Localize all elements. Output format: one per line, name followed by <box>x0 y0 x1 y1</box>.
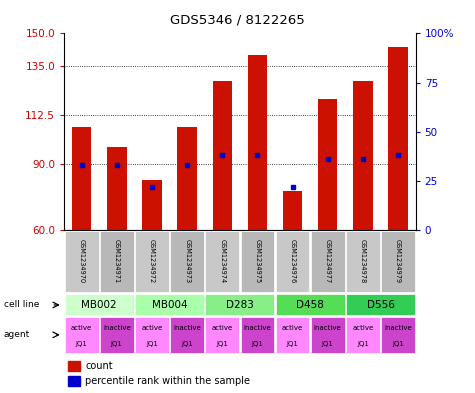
Text: JQ1: JQ1 <box>181 342 193 347</box>
Bar <box>353 81 372 230</box>
Bar <box>346 294 415 316</box>
Bar <box>276 231 310 292</box>
Text: GSM1234979: GSM1234979 <box>395 239 401 283</box>
Text: GDS5346 / 8122265: GDS5346 / 8122265 <box>170 14 305 27</box>
Bar <box>346 317 380 353</box>
Text: active: active <box>212 325 233 331</box>
Text: active: active <box>142 325 162 331</box>
Text: active: active <box>71 325 92 331</box>
Bar <box>276 317 310 353</box>
Text: JQ1: JQ1 <box>357 342 369 347</box>
Text: active: active <box>282 325 303 331</box>
Text: JQ1: JQ1 <box>111 342 123 347</box>
Bar <box>107 147 126 230</box>
Bar <box>240 317 275 353</box>
Text: inactive: inactive <box>384 325 412 331</box>
Text: cell line: cell line <box>4 301 39 309</box>
Bar <box>135 317 169 353</box>
Bar <box>205 231 239 292</box>
Bar <box>100 231 134 292</box>
Text: MB004: MB004 <box>152 299 187 310</box>
Bar <box>65 317 99 353</box>
Text: D556: D556 <box>367 299 394 310</box>
Text: percentile rank within the sample: percentile rank within the sample <box>85 376 250 386</box>
Bar <box>276 294 345 316</box>
Text: GSM1234977: GSM1234977 <box>325 239 331 283</box>
Text: GSM1234971: GSM1234971 <box>114 239 120 283</box>
Bar <box>248 55 267 230</box>
Text: GSM1234974: GSM1234974 <box>219 239 225 283</box>
Bar <box>311 231 345 292</box>
Text: active: active <box>352 325 373 331</box>
Bar <box>205 294 275 316</box>
Bar <box>318 99 337 230</box>
Bar <box>67 361 80 371</box>
Text: inactive: inactive <box>314 325 342 331</box>
Text: JQ1: JQ1 <box>392 342 404 347</box>
Text: count: count <box>85 361 113 371</box>
Bar <box>346 231 380 292</box>
Text: GSM1234970: GSM1234970 <box>79 239 85 283</box>
Bar <box>65 231 99 292</box>
Text: JQ1: JQ1 <box>322 342 333 347</box>
Text: JQ1: JQ1 <box>146 342 158 347</box>
Text: GSM1234978: GSM1234978 <box>360 239 366 283</box>
Text: JQ1: JQ1 <box>287 342 299 347</box>
Text: GSM1234976: GSM1234976 <box>290 239 295 283</box>
Bar <box>389 46 408 230</box>
Text: D283: D283 <box>226 299 254 310</box>
Bar <box>65 294 134 316</box>
Bar <box>100 317 134 353</box>
Bar <box>135 294 204 316</box>
Text: inactive: inactive <box>103 325 131 331</box>
Text: D458: D458 <box>296 299 324 310</box>
Bar <box>142 180 162 230</box>
Bar <box>178 127 197 230</box>
Bar <box>213 81 232 230</box>
Text: inactive: inactive <box>173 325 201 331</box>
Bar <box>240 231 275 292</box>
Text: JQ1: JQ1 <box>76 342 87 347</box>
Bar <box>381 231 415 292</box>
Text: MB002: MB002 <box>82 299 117 310</box>
Text: agent: agent <box>4 331 30 339</box>
Text: GSM1234973: GSM1234973 <box>184 239 190 283</box>
Bar <box>170 231 204 292</box>
Text: GSM1234975: GSM1234975 <box>255 239 260 283</box>
Bar <box>72 127 91 230</box>
Bar <box>170 317 204 353</box>
Text: JQ1: JQ1 <box>216 342 228 347</box>
Text: GSM1234972: GSM1234972 <box>149 239 155 283</box>
Bar <box>135 231 169 292</box>
Bar <box>283 191 302 230</box>
Bar <box>381 317 415 353</box>
Text: JQ1: JQ1 <box>252 342 263 347</box>
Text: inactive: inactive <box>244 325 271 331</box>
Bar <box>311 317 345 353</box>
Bar <box>205 317 239 353</box>
Bar <box>67 376 80 386</box>
